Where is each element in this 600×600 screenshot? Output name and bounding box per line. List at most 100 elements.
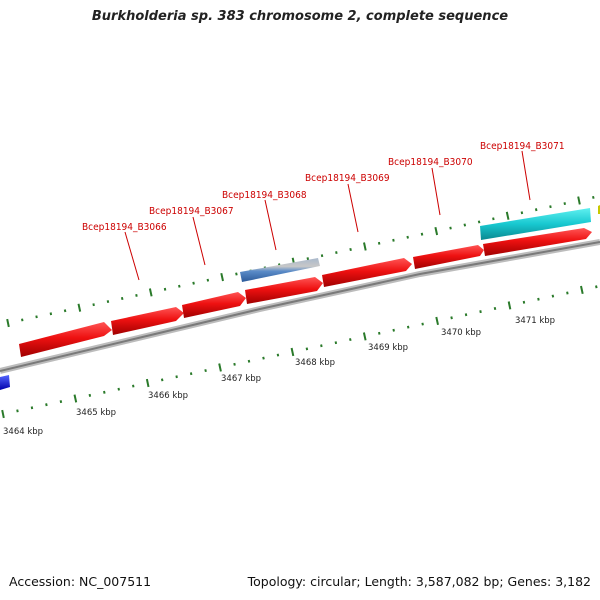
outer-tick-minor <box>35 315 38 319</box>
other-feature[interactable] <box>480 208 591 240</box>
kbp-tick-minor <box>551 294 555 298</box>
outer-tick-major <box>77 303 82 312</box>
outer-tick-minor <box>235 272 238 276</box>
outer-tick-minor <box>306 257 310 261</box>
kbp-tick-minor <box>320 344 323 348</box>
gene-label-b3066[interactable]: Bcep18194_B3066 <box>82 222 167 233</box>
kbp-tick-minor <box>537 297 540 301</box>
outer-tick-minor <box>335 251 338 254</box>
kbp-label-3465: 3465 kbp <box>76 408 116 418</box>
kbp-tick-minor <box>276 353 280 357</box>
kbp-tick-minor <box>406 325 410 329</box>
cds-arrow[interactable] <box>322 258 412 287</box>
outer-tick-minor <box>477 220 481 224</box>
kbp-tick-minor <box>595 285 598 289</box>
outer-tick-minor <box>534 208 538 212</box>
kbp-tick-minor <box>59 400 63 404</box>
gene-label-b3067[interactable]: Bcep18194_B3067 <box>149 206 234 217</box>
outer-tick-minor <box>192 281 195 285</box>
kbp-tick-minor <box>378 331 381 335</box>
gene-label-leaders <box>124 150 531 281</box>
kbp-tick-minor <box>349 338 352 342</box>
outer-tick-minor <box>320 254 324 258</box>
cds-arrow[interactable] <box>111 307 184 335</box>
outer-tick-minor <box>163 287 167 291</box>
kbp-tick-minor <box>305 347 309 351</box>
outer-tick-minor <box>449 226 452 230</box>
kbp-tick-minor <box>45 403 48 407</box>
kbp-tick-minor <box>30 406 34 410</box>
outer-tick-minor <box>520 211 524 215</box>
kbp-label-3470: 3470 kbp <box>441 328 481 338</box>
kbp-label-3469: 3469 kbp <box>368 343 408 353</box>
kbp-label-3466: 3466 kbp <box>148 391 188 401</box>
gene-label-b3070[interactable]: Bcep18194_B3070 <box>388 157 473 168</box>
kbp-label-3471: 3471 kbp <box>515 316 555 326</box>
outer-tick-minor <box>63 309 67 313</box>
map-title: Burkholderia sp. 383 chromosome 2, compl… <box>91 9 509 24</box>
kbp-tick-minor <box>262 356 265 360</box>
cds-arrow[interactable] <box>245 277 323 304</box>
outer-tick-minor <box>135 294 138 297</box>
kbp-tick-minor <box>493 306 497 311</box>
cds-arrow[interactable] <box>182 292 246 318</box>
kbp-tick-major <box>290 347 295 357</box>
kbp-tick-major <box>218 363 222 372</box>
cds-arrow[interactable] <box>19 322 112 357</box>
outer-tick-minor <box>563 202 566 205</box>
outer-tick-minor <box>206 278 210 282</box>
outer-tick-minor <box>178 284 181 288</box>
outer-tick-major <box>577 196 581 205</box>
kbp-tick-minor <box>464 313 468 317</box>
kbp-tick-major <box>362 332 367 341</box>
kbp-label-3464: 3464 kbp <box>3 427 43 437</box>
outer-tick-major <box>434 226 439 236</box>
kbp-tick-minor <box>566 291 569 295</box>
outer-tick-minor <box>592 195 595 199</box>
outer-tick-minor <box>49 312 53 316</box>
outer-tick-minor <box>349 247 352 252</box>
kbp-tick-minor <box>175 375 178 379</box>
accession-text: Accession: NC_007511 <box>9 574 152 589</box>
genome-summary-text: Topology: circular; Length: 3,587,082 bp… <box>247 574 591 589</box>
gene-label-b3068[interactable]: Bcep18194_B3068 <box>222 190 307 201</box>
kbp-tick-major <box>580 285 584 295</box>
kbp-tick-major <box>73 394 78 403</box>
kbp-label-3468: 3468 kbp <box>295 358 335 368</box>
outer-tick-minor <box>392 238 395 242</box>
backbone-strand <box>0 239 600 374</box>
outer-tick-minor <box>492 217 495 221</box>
outer-tick-minor <box>406 235 409 239</box>
outer-tick-minor <box>377 241 381 245</box>
kbp-tick-major <box>435 316 439 326</box>
kbp-tick-minor <box>334 341 338 345</box>
kbp-tick-minor <box>160 378 164 382</box>
outer-tick-minor <box>106 300 110 303</box>
outer-tick-major <box>148 288 153 297</box>
left-feature-fragment[interactable] <box>0 375 10 390</box>
outer-tick-minor <box>420 232 424 236</box>
outer-tick-major <box>363 242 367 251</box>
outer-tick-minor <box>549 205 552 209</box>
kbp-ruler-track <box>1 285 598 419</box>
cds-arrow[interactable] <box>483 228 592 256</box>
kbp-tick-minor <box>117 387 120 391</box>
kbp-labels: 3464 kbp 3465 kbp 3466 kbp 3467 kbp 3468… <box>3 316 555 437</box>
kbp-tick-minor <box>233 362 236 366</box>
kbp-tick-minor <box>392 328 395 332</box>
rna-feature[interactable] <box>240 258 320 282</box>
feature-track <box>0 205 600 390</box>
kbp-label-3467: 3467 kbp <box>221 374 261 384</box>
gene-label-b3069[interactable]: Bcep18194_B3069 <box>305 173 390 184</box>
kbp-tick-minor <box>204 369 207 373</box>
kbp-tick-minor <box>247 359 251 363</box>
cds-arrow[interactable] <box>413 245 484 269</box>
kbp-tick-major <box>507 301 512 310</box>
outer-tick-major <box>6 318 10 328</box>
kbp-tick-minor <box>479 310 482 314</box>
outer-tick-minor <box>120 296 124 301</box>
gene-labels: Bcep18194_B3066 Bcep18194_B3067 Bcep1819… <box>82 141 565 233</box>
gene-label-b3071[interactable]: Bcep18194_B3071 <box>480 141 565 152</box>
